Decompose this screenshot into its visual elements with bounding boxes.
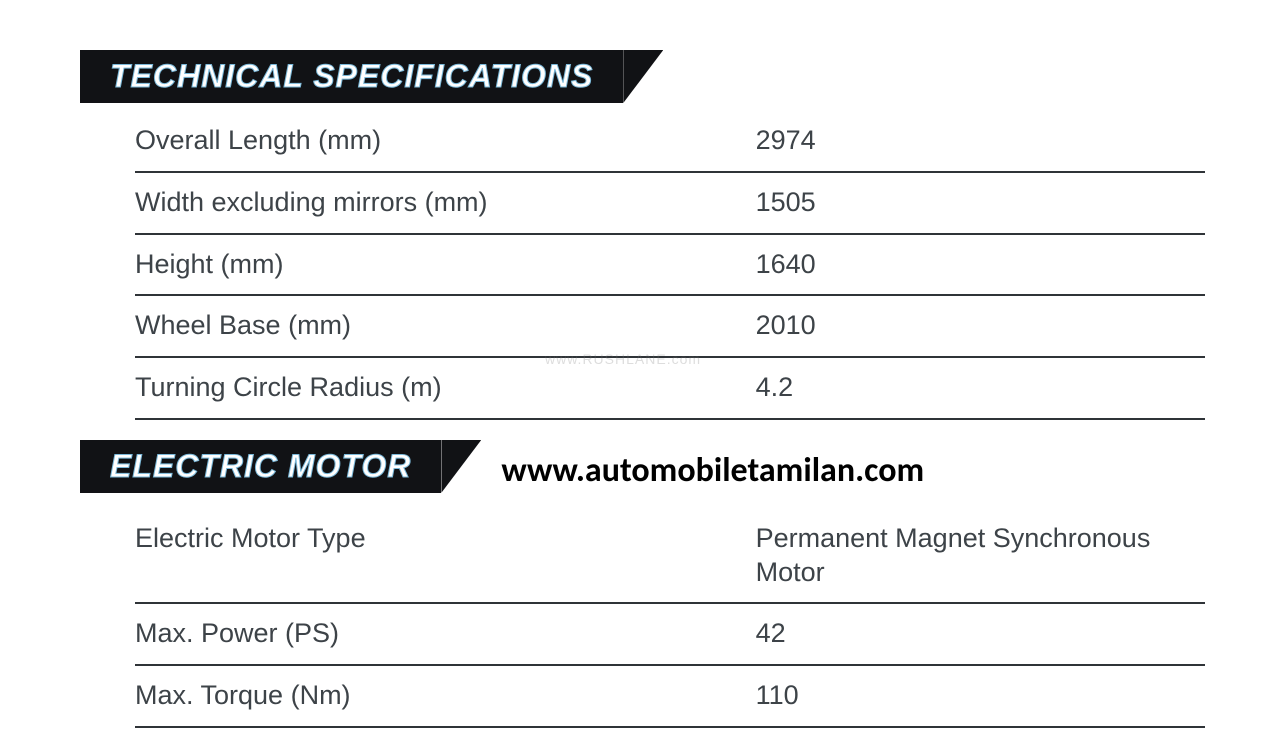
- table-row: Electric Motor Type Permanent Magnet Syn…: [135, 509, 1205, 604]
- spec-label: Width excluding mirrors (mm): [135, 172, 756, 234]
- spec-value: 2010: [756, 295, 1205, 357]
- spec-label: Height (mm): [135, 234, 756, 296]
- table-row: Wheel Base (mm) 2010: [135, 295, 1205, 357]
- tech-specs-header: TECHNICAL SPECIFICATIONS: [80, 50, 623, 103]
- electric-motor-table: Electric Motor Type Permanent Magnet Syn…: [135, 509, 1205, 728]
- spec-value: Permanent Magnet Synchronous Motor: [756, 509, 1205, 604]
- spec-label: Turning Circle Radius (m): [135, 357, 756, 419]
- spec-value: 2974: [756, 111, 1205, 172]
- spec-value: 1505: [756, 172, 1205, 234]
- source-url: www.automobiletamilan.com: [501, 450, 924, 491]
- tech-specs-table: Overall Length (mm) 2974 Width excluding…: [135, 111, 1205, 420]
- electric-motor-header: ELECTRIC MOTOR: [80, 440, 441, 493]
- spec-label: Max. Power (PS): [135, 603, 756, 665]
- spec-value: 4.2: [756, 357, 1205, 419]
- spec-label: Max. Torque (Nm): [135, 665, 756, 727]
- table-row: Overall Length (mm) 2974: [135, 111, 1205, 172]
- spec-label: Wheel Base (mm): [135, 295, 756, 357]
- spec-label: Electric Motor Type: [135, 509, 756, 604]
- table-row: Max. Torque (Nm) 110: [135, 665, 1205, 727]
- spec-value: 42: [756, 603, 1205, 665]
- tech-specs-title: TECHNICAL SPECIFICATIONS: [110, 58, 593, 94]
- table-row: Max. Power (PS) 42: [135, 603, 1205, 665]
- table-row: Turning Circle Radius (m) 4.2: [135, 357, 1205, 419]
- electric-motor-title: ELECTRIC MOTOR: [110, 448, 411, 484]
- table-row: Width excluding mirrors (mm) 1505: [135, 172, 1205, 234]
- spec-value: 1640: [756, 234, 1205, 296]
- table-row: Height (mm) 1640: [135, 234, 1205, 296]
- spec-value: 110: [756, 665, 1205, 727]
- spec-label: Overall Length (mm): [135, 111, 756, 172]
